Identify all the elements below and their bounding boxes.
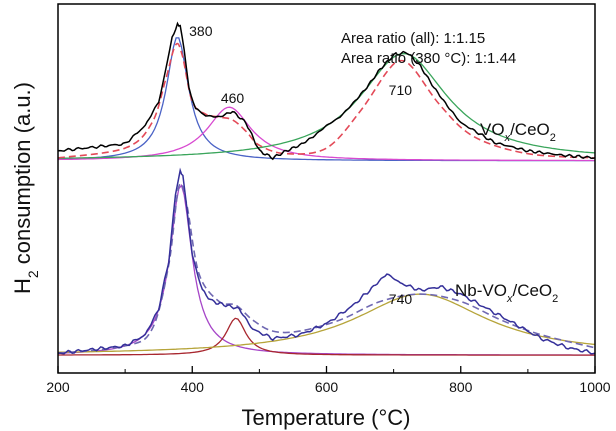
peak-label: 380 bbox=[189, 23, 213, 39]
upper-panel: 380 460 710 bbox=[57, 21, 596, 162]
peak-label: 740 bbox=[389, 291, 413, 307]
x-tick-label: 400 bbox=[181, 379, 205, 395]
experimental-trace bbox=[57, 167, 596, 355]
fit-component-3 bbox=[58, 52, 596, 159]
experimental-trace bbox=[57, 21, 596, 161]
x-axis-ticks: 200 400 600 800 1000 bbox=[46, 366, 611, 395]
y-axis-label: H2 consumption (a.u.) bbox=[10, 82, 41, 294]
x-tick-label: 1000 bbox=[579, 379, 610, 395]
peak-label: 710 bbox=[389, 82, 413, 98]
fit-component-2 bbox=[58, 317, 595, 356]
fit-envelope bbox=[57, 42, 596, 159]
x-tick-label: 600 bbox=[315, 379, 339, 395]
x-axis-label: Temperature (°C) bbox=[242, 405, 411, 430]
area-ratio-380: Area ratio (380 °C): 1:1.44 bbox=[341, 50, 516, 67]
x-tick-label: 200 bbox=[46, 379, 70, 395]
peak-label: 460 bbox=[221, 90, 245, 106]
lower-panel: 740 bbox=[57, 167, 596, 356]
fit-envelope bbox=[57, 182, 596, 355]
area-ratio-all: Area ratio (all): 1:1.15 bbox=[341, 30, 485, 47]
x-tick-label: 800 bbox=[449, 379, 473, 395]
fit-component-3 bbox=[57, 293, 596, 353]
fit-component-2 bbox=[57, 106, 595, 162]
